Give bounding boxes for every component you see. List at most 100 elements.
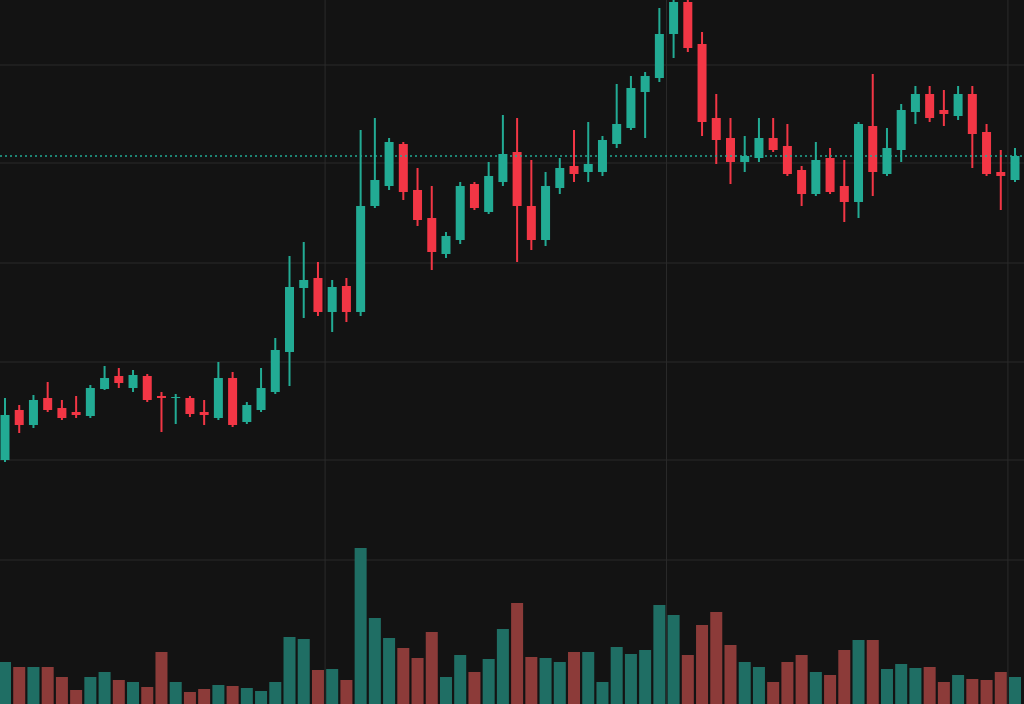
volume-bar (937, 682, 950, 704)
volume-bar (738, 662, 751, 704)
volume-bar (909, 668, 922, 704)
volume-bar (767, 682, 780, 704)
candle-body (669, 2, 679, 34)
candle-body (356, 206, 366, 312)
candle-body (498, 154, 508, 182)
volume-bar (980, 680, 993, 704)
volume-bar (752, 667, 765, 704)
candle-body (171, 397, 181, 398)
volume-bar (511, 603, 524, 704)
volume-bar (368, 618, 381, 704)
candle-body (57, 408, 67, 418)
candle-body (213, 378, 223, 418)
volume-bar (112, 680, 125, 704)
candle-body (156, 396, 166, 398)
volume-bar (895, 664, 908, 704)
volume-bar (397, 648, 410, 704)
candle-body (199, 412, 209, 415)
volume-bar (240, 688, 253, 704)
candle-body (427, 218, 437, 252)
candle-body (654, 34, 664, 78)
candle-body (925, 94, 935, 118)
volume-bar (55, 677, 68, 704)
volume-bar (212, 685, 225, 704)
candle-body (285, 287, 295, 352)
volume-bar (183, 692, 196, 704)
candle-body (839, 186, 849, 202)
candle-body (1010, 156, 1020, 180)
volume-bar (966, 679, 979, 704)
candle-body (612, 124, 622, 144)
candle-body (341, 286, 351, 312)
volume-bar (169, 682, 182, 704)
candle-body (597, 140, 607, 172)
candle-body (128, 375, 138, 388)
volume-bar (155, 652, 168, 704)
candle-body (854, 124, 864, 202)
volume-bar (84, 677, 97, 704)
volume-bar (454, 655, 467, 704)
volume-bar (496, 629, 509, 704)
volume-bar (425, 632, 438, 704)
candle-body (327, 287, 337, 312)
volume-bar (653, 605, 666, 704)
volume-bar (269, 682, 282, 704)
volume-bar (525, 657, 538, 704)
volume-bar (27, 667, 40, 704)
volume-bar (468, 672, 481, 704)
candle-body (455, 186, 465, 240)
volume-bar (141, 687, 154, 704)
candle-body (640, 76, 650, 92)
candle-body (484, 176, 494, 212)
candle-body (768, 138, 778, 150)
volume-bar (482, 659, 495, 704)
candle-body (142, 376, 152, 400)
volume-bar (696, 625, 709, 704)
candle-body (228, 378, 238, 425)
volume-bar (681, 655, 694, 704)
candle-body (71, 412, 81, 415)
volume-bar (624, 654, 637, 704)
candle-body (441, 236, 451, 254)
candle-body (398, 144, 408, 192)
candle-body (825, 158, 835, 192)
candle-body (583, 164, 593, 172)
volume-bar (952, 675, 965, 704)
volume-bar (340, 680, 353, 704)
volume-bar (568, 652, 581, 704)
volume-bar (98, 672, 111, 704)
volume-bar (610, 647, 623, 704)
volume-bar (809, 672, 822, 704)
candle-body (555, 168, 565, 188)
volume-bar (297, 639, 310, 704)
candle-body (28, 400, 38, 425)
candle-body (896, 110, 906, 150)
candle-body (526, 206, 536, 240)
candle-body (782, 146, 792, 174)
volume-bar (994, 672, 1007, 704)
candle-body (370, 180, 380, 206)
volume-bar (198, 689, 211, 704)
volume-bar (226, 686, 239, 704)
volume-bar (411, 658, 424, 704)
candle-body (14, 410, 24, 425)
volume-bar (1009, 677, 1021, 704)
volume-bar (781, 662, 794, 704)
candle-body (953, 94, 963, 116)
candle-body (996, 172, 1006, 176)
volume-bar (70, 690, 83, 704)
candle-body (754, 138, 764, 158)
volume-bar (838, 650, 851, 704)
candle-body (982, 132, 992, 174)
candle-body (569, 166, 579, 174)
volume-bar (311, 670, 324, 704)
candle-body (711, 118, 721, 140)
candle-body (797, 170, 807, 194)
candle-body (256, 388, 266, 410)
candle-body (967, 94, 977, 134)
volume-bar (553, 662, 566, 704)
candle-body (683, 2, 693, 48)
